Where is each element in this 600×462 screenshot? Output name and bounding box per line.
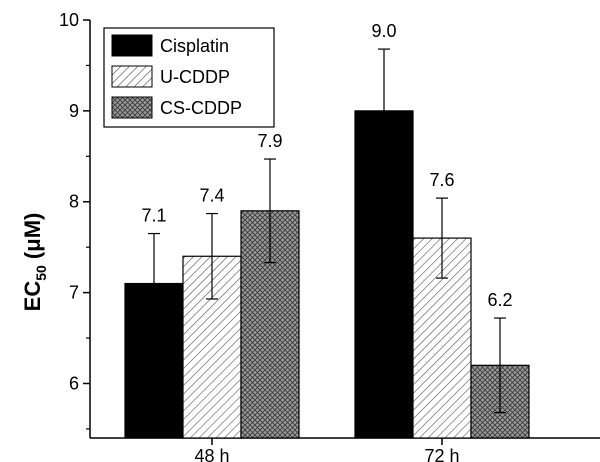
y-tick-label: 7: [69, 283, 79, 303]
y-axis-label: EC50 (μM): [20, 213, 49, 312]
data-label: 7.6: [429, 170, 454, 190]
data-label: 9.0: [371, 21, 396, 41]
legend-label: U-CDDP: [160, 67, 230, 87]
legend-swatch: [111, 34, 153, 57]
bars-group: [124, 48, 530, 439]
y-tick-label: 6: [69, 373, 79, 393]
legend-swatch: [111, 96, 153, 119]
y-tick-label: 10: [59, 10, 79, 30]
legend-label: CS-CDDP: [160, 98, 242, 118]
x-category-label: 72 h: [424, 446, 459, 462]
y-tick-label: 8: [69, 192, 79, 212]
legend-label: Cisplatin: [160, 36, 229, 56]
x-category-label: 48 h: [194, 446, 229, 462]
data-label: 6.2: [487, 290, 512, 310]
data-labels-group: 7.1 7.4 7.9 9.0 7.6 6.2: [141, 21, 512, 310]
y-tick-label: 9: [69, 101, 79, 121]
data-label: 7.1: [141, 206, 166, 226]
legend: Cisplatin U-CDDP CS-CDDP: [103, 27, 275, 128]
data-label: 7.4: [199, 186, 224, 206]
legend-swatch: [111, 65, 153, 88]
data-label: 7.9: [257, 131, 282, 151]
